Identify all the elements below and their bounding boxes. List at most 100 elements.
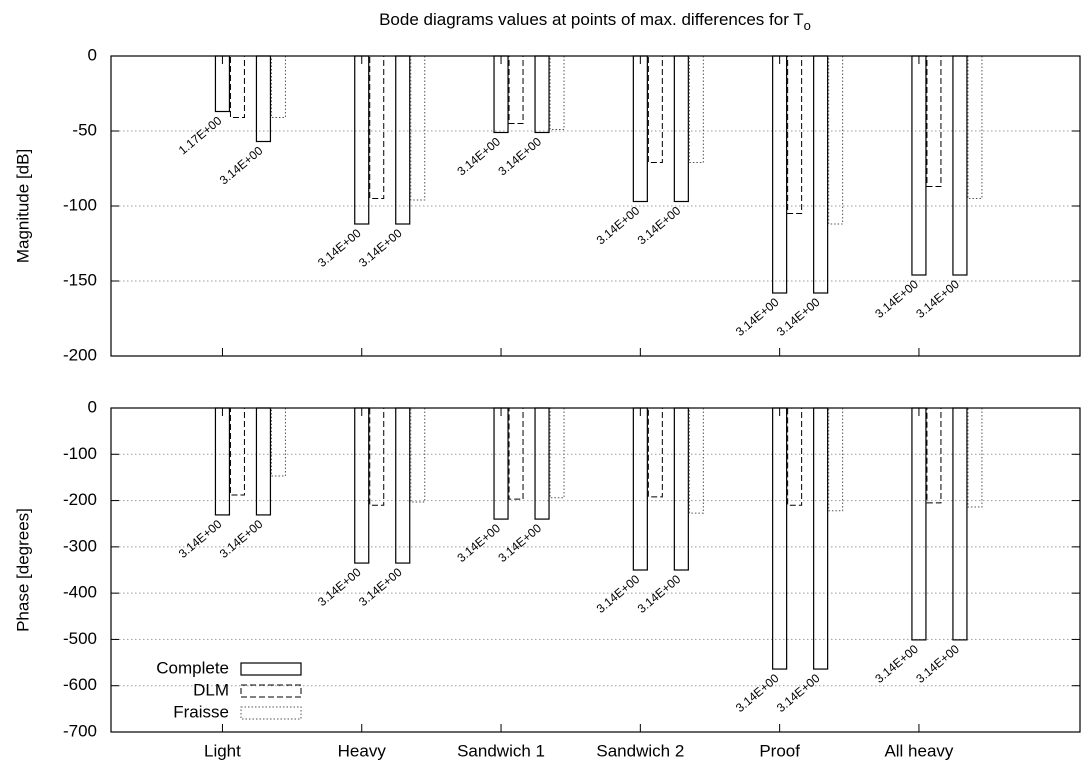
bar-label: 3.14E+00 (176, 517, 225, 561)
y-tick-label: -150 (63, 270, 97, 289)
y-tick-label: -50 (72, 120, 97, 139)
bar (787, 55, 803, 214)
y-tick-label: -200 (63, 345, 97, 364)
bar (493, 407, 509, 520)
plot-frame (110, 55, 1081, 357)
bar (967, 55, 983, 199)
bar (270, 55, 286, 118)
legend-swatch (240, 706, 302, 720)
bar-label: 3.14E+00 (635, 572, 684, 616)
bar (508, 55, 524, 124)
y-tick-label: -200 (63, 490, 97, 509)
y-axis-label: Phase [degrees] (13, 508, 32, 632)
bar-label: 3.14E+00 (872, 277, 921, 321)
bar-label: 3.14E+00 (733, 671, 782, 715)
y-tick-label: 0 (88, 397, 97, 416)
bar-label: 3.14E+00 (454, 134, 503, 178)
bar-label: 3.14E+00 (495, 521, 544, 565)
y-tick-label: -500 (63, 629, 97, 648)
bar-label: 3.14E+00 (913, 277, 962, 321)
bar (493, 55, 509, 134)
legend-swatch (240, 684, 302, 698)
title-subscript: o (804, 18, 811, 33)
bar (632, 407, 648, 571)
legend-label: Complete (156, 658, 229, 677)
bar (911, 55, 927, 276)
bar-label: 3.14E+00 (356, 565, 405, 609)
title-text: Bode diagrams values at points of max. d… (379, 10, 804, 29)
y-tick-label: 0 (88, 45, 97, 64)
bar-label: 3.14E+00 (217, 143, 266, 187)
bar (255, 55, 272, 143)
y-tick-label: -100 (63, 444, 97, 463)
bar-label: 3.14E+00 (733, 295, 782, 339)
bar-label: 3.14E+00 (315, 565, 364, 609)
bar (688, 407, 704, 514)
bar (926, 55, 942, 187)
bar (549, 55, 565, 130)
bar (229, 407, 245, 496)
bar (813, 55, 829, 294)
y-tick-label: -700 (63, 721, 97, 740)
bar (647, 55, 663, 163)
bar (354, 55, 370, 225)
y-tick-label: -300 (63, 536, 97, 555)
bar-label: 3.14E+00 (217, 517, 266, 561)
bar (410, 407, 426, 503)
bar (926, 407, 942, 504)
y-tick-label: -600 (63, 675, 97, 694)
bar-label: 3.14E+00 (356, 226, 405, 270)
bar (354, 407, 370, 564)
bar (967, 407, 983, 508)
bar (647, 407, 663, 498)
bar-label: 3.14E+00 (774, 295, 823, 339)
bar (772, 407, 788, 670)
bar (828, 407, 844, 512)
bar (549, 407, 565, 499)
bar (229, 55, 245, 118)
bar-label: 3.14E+00 (594, 572, 643, 616)
bar-label: 3.14E+00 (594, 203, 643, 247)
bar (952, 55, 968, 276)
bar (828, 55, 844, 225)
legend-label: DLM (193, 680, 229, 699)
x-tick-label: Light (204, 741, 241, 760)
bar (395, 407, 411, 564)
y-axis-label: Magnitude [dB] (13, 149, 32, 263)
bar (369, 55, 385, 199)
bar (508, 407, 524, 500)
bar (534, 55, 550, 134)
x-tick-label: Heavy (338, 741, 387, 760)
bar (813, 407, 829, 670)
bar-label: 3.14E+00 (774, 671, 823, 715)
bar (632, 55, 648, 203)
bar (410, 55, 426, 201)
bar-label: 3.14E+00 (913, 642, 962, 686)
bar (787, 407, 803, 506)
chart-title: Bode diagrams values at points of max. d… (379, 10, 811, 33)
x-tick-label: Sandwich 2 (596, 741, 684, 760)
y-tick-label: -100 (63, 195, 97, 214)
bar (214, 55, 231, 113)
bar (772, 55, 788, 294)
bar-label: 3.14E+00 (315, 226, 364, 270)
bar-label: 3.14E+00 (872, 642, 921, 686)
bar (673, 55, 689, 203)
x-tick-label: Proof (759, 741, 800, 760)
x-tick-label: Sandwich 1 (457, 741, 545, 760)
legend-swatch (240, 662, 302, 676)
bar (673, 407, 689, 571)
bar-label: 3.14E+00 (495, 134, 544, 178)
bar (369, 407, 385, 506)
bar (395, 55, 411, 225)
bar (911, 407, 927, 641)
y-tick-label: -400 (63, 583, 97, 602)
x-tick-label: All heavy (884, 741, 953, 760)
bar-label: 3.14E+00 (454, 521, 503, 565)
bar (270, 407, 286, 477)
bar (534, 407, 550, 520)
bar (214, 407, 231, 516)
bar (255, 407, 272, 516)
bar (952, 407, 968, 641)
